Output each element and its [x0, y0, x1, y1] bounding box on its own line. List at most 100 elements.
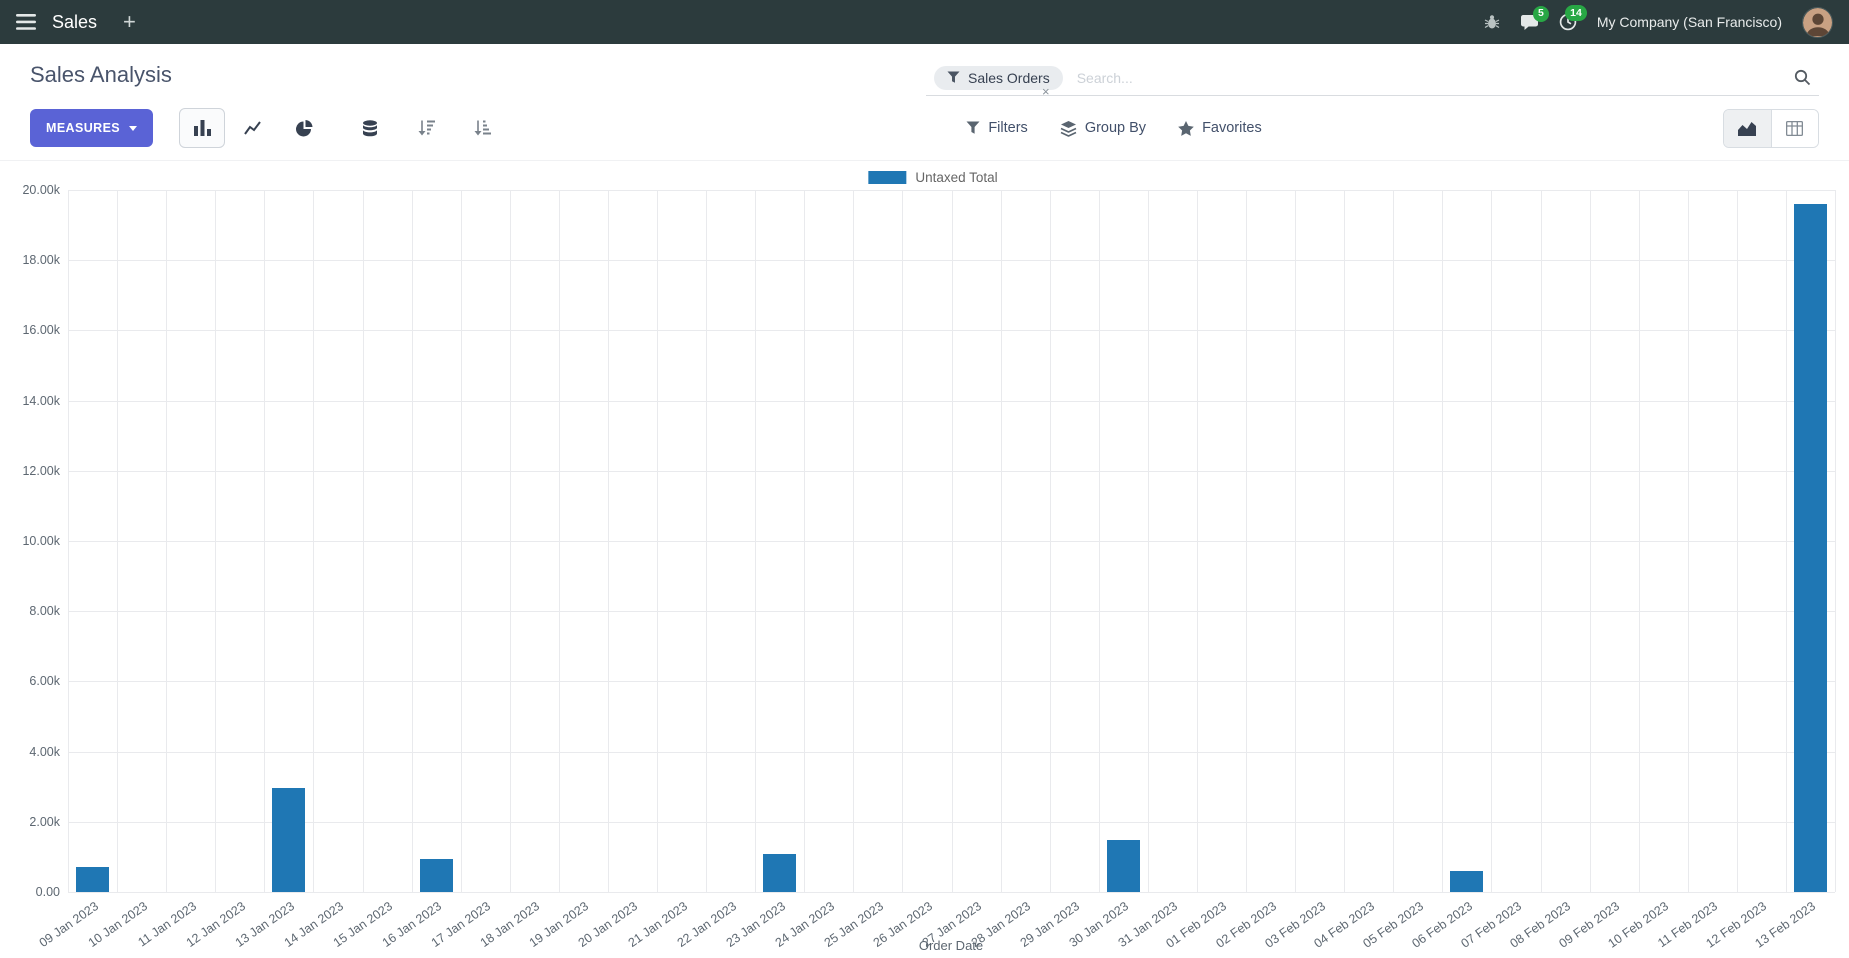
- x-tick-label: 01 Feb 2023: [1163, 899, 1230, 951]
- activities-button[interactable]: 14: [1559, 5, 1587, 31]
- page-title: Sales Analysis: [30, 62, 172, 87]
- grid-line-vertical: [264, 190, 266, 892]
- y-tick-label: 4.00k: [29, 744, 60, 759]
- grid-line-vertical: [1442, 190, 1444, 892]
- search-bar[interactable]: Sales Orders ×: [926, 60, 1819, 99]
- x-tick-label: 13 Feb 2023: [1752, 899, 1819, 951]
- grid-line-vertical: [509, 190, 511, 892]
- y-tick-label: 6.00k: [29, 674, 60, 689]
- y-tick-label: 16.00k: [22, 323, 60, 338]
- grid-line-vertical: [1344, 190, 1346, 892]
- x-tick-label: 12 Jan 2023: [183, 899, 248, 950]
- stack-sort-group: [347, 108, 505, 148]
- bug-button[interactable]: [1484, 14, 1500, 30]
- grid-line-vertical: [558, 190, 560, 892]
- x-tick-label: 18 Jan 2023: [477, 899, 543, 950]
- sort-asc-button[interactable]: [459, 108, 505, 148]
- y-tick-label: 18.00k: [22, 253, 60, 268]
- x-tick-label: 04 Feb 2023: [1311, 899, 1377, 951]
- favorites-label: Favorites: [1202, 120, 1262, 136]
- apps-menu-button[interactable]: [16, 14, 36, 30]
- legend: Untaxed Total: [868, 170, 998, 185]
- group-by-button[interactable]: Group By: [1060, 120, 1146, 137]
- control-panel-row-bottom: MEASURES: [30, 108, 1819, 160]
- legend-label: Untaxed Total: [915, 170, 998, 185]
- grid-line-vertical: [902, 190, 904, 892]
- measures-button[interactable]: MEASURES: [30, 109, 154, 147]
- x-tick-label: 09 Feb 2023: [1556, 899, 1623, 951]
- company-menu[interactable]: My Company (San Francisco): [1596, 14, 1782, 30]
- pie-chart-button[interactable]: [281, 108, 327, 148]
- line-chart-button[interactable]: [230, 108, 276, 148]
- stacked-toggle-button[interactable]: [347, 108, 393, 148]
- line-chart-icon: [244, 121, 262, 135]
- filters-button[interactable]: Filters: [966, 120, 1028, 136]
- x-tick-label: 08 Feb 2023: [1507, 899, 1574, 951]
- x-tick-label: 19 Jan 2023: [527, 899, 592, 950]
- plus-button[interactable]: +: [123, 9, 136, 34]
- grid-line-horizontal: [68, 821, 1835, 823]
- search-facet[interactable]: Sales Orders: [934, 65, 1063, 90]
- y-tick-label: 20.00k: [22, 183, 60, 197]
- view-switcher-graph[interactable]: [1723, 109, 1771, 147]
- star-icon: [1178, 120, 1194, 136]
- layers-icon: [1060, 120, 1077, 137]
- hamburger-icon: [16, 14, 36, 30]
- x-axis-title: Order Date: [918, 938, 984, 953]
- bar[interactable]: [1450, 870, 1484, 892]
- grid-line-vertical: [1785, 190, 1787, 892]
- favorites-button[interactable]: Favorites: [1178, 120, 1262, 136]
- sort-desc-button[interactable]: [403, 108, 449, 148]
- grid-line-vertical: [853, 190, 855, 892]
- grid-line-vertical: [1000, 190, 1002, 892]
- search-options-group: Filters Group By Favorites: [966, 120, 1262, 137]
- legend-swatch: [868, 171, 907, 184]
- bar-chart-button[interactable]: [179, 108, 226, 148]
- grid-line-horizontal: [68, 541, 1835, 542]
- search-facet-label: Sales Orders: [968, 69, 1050, 86]
- grid-line-vertical: [1835, 190, 1836, 892]
- search-input[interactable]: [1076, 69, 1794, 86]
- grid-line-vertical: [362, 190, 364, 892]
- view-switcher-pivot[interactable]: [1770, 109, 1818, 147]
- pie-chart-icon: [295, 119, 313, 137]
- bar[interactable]: [763, 854, 797, 892]
- x-tick-label: 31 Jan 2023: [1116, 899, 1181, 950]
- x-tick-label: 10 Feb 2023: [1605, 899, 1672, 951]
- grid-line-vertical: [1295, 190, 1297, 892]
- grid-line-vertical: [1196, 190, 1198, 892]
- area-chart-icon: [1738, 121, 1757, 136]
- bar[interactable]: [1794, 204, 1827, 892]
- bar[interactable]: [419, 858, 453, 892]
- bar[interactable]: [272, 788, 306, 892]
- grid-line-vertical: [657, 190, 658, 892]
- x-tick-label: 17 Jan 2023: [428, 899, 494, 950]
- grid-line-horizontal: [68, 751, 1835, 753]
- search-button[interactable]: [1794, 69, 1811, 86]
- x-tick-label: 05 Feb 2023: [1360, 899, 1426, 951]
- y-tick-label: 12.00k: [22, 463, 60, 478]
- grid-line-vertical: [313, 190, 315, 892]
- topbar-right: 5 14 My Company (San Francisco): [1484, 5, 1833, 38]
- grid-line-vertical: [166, 190, 168, 892]
- facet-remove-icon[interactable]: ×: [1042, 84, 1050, 99]
- bar[interactable]: [76, 866, 109, 892]
- messages-button[interactable]: 5: [1520, 5, 1549, 31]
- bar[interactable]: [1106, 839, 1140, 892]
- x-tick-label: 29 Jan 2023: [1017, 899, 1083, 950]
- app-name[interactable]: Sales: [52, 11, 98, 32]
- grid-line-vertical: [1540, 190, 1542, 892]
- grid-line-horizontal: [68, 892, 1835, 893]
- group-by-label: Group By: [1084, 120, 1147, 136]
- grid-line-vertical: [951, 190, 953, 892]
- x-tick-label: 24 Jan 2023: [772, 899, 837, 950]
- grid-line-horizontal: [68, 190, 1835, 191]
- x-tick-label: 13 Jan 2023: [232, 899, 297, 950]
- grid-line-vertical: [411, 190, 413, 892]
- grid-line-vertical: [68, 190, 69, 892]
- grid-line-vertical: [460, 190, 462, 892]
- user-avatar[interactable]: [1802, 6, 1833, 38]
- control-panel-row-top: Sales Analysis Sales Orders ×: [30, 60, 1819, 99]
- chart-type-group: [179, 108, 327, 148]
- filter-icon: [966, 121, 980, 135]
